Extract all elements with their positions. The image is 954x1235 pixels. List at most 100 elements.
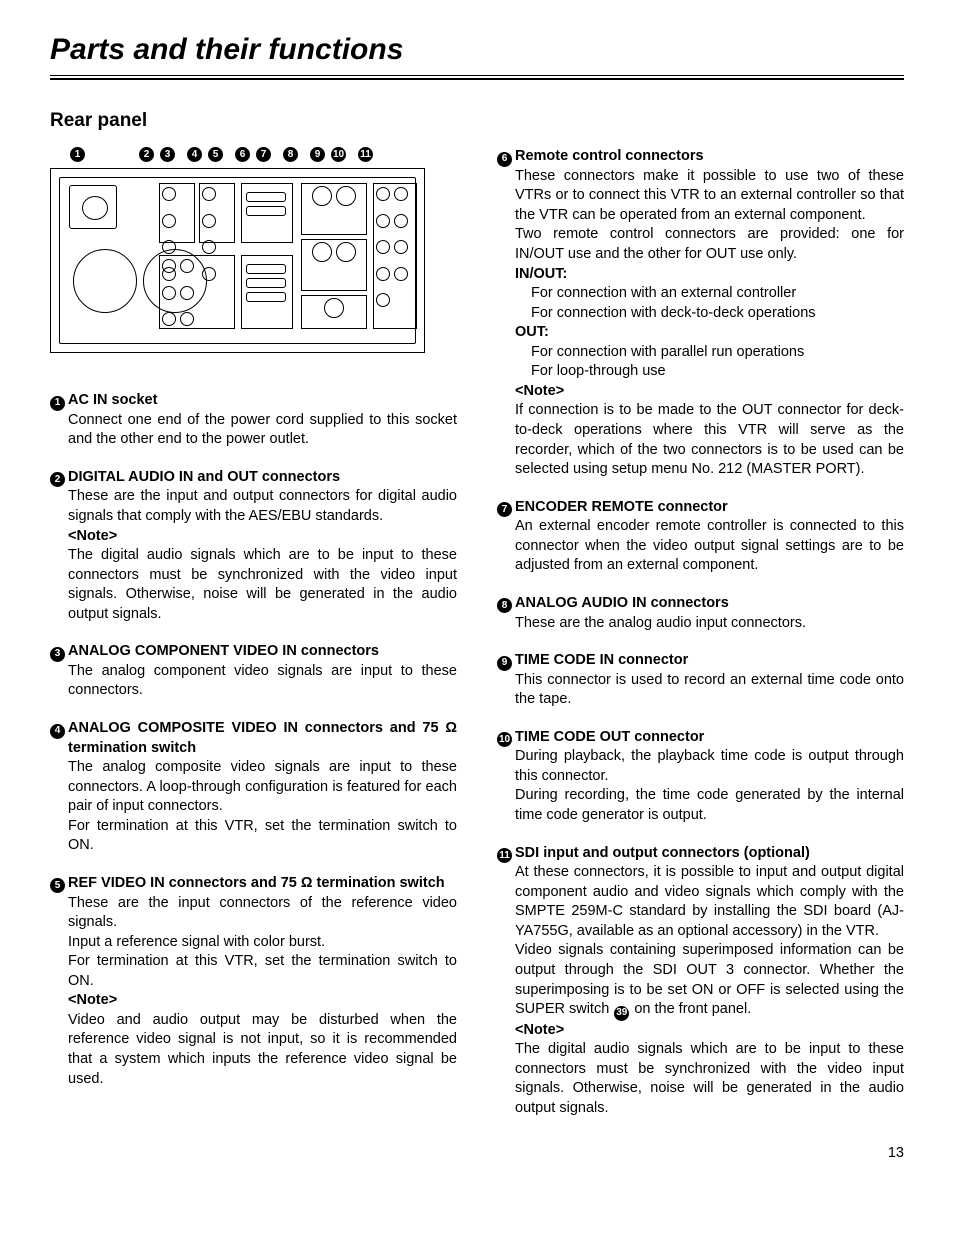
callout-3: 3 (160, 147, 175, 162)
item-paragraph: An external encoder remote controller is… (515, 517, 904, 576)
item-heading: Remote control connectors (515, 147, 904, 167)
callout-7: 7 (256, 147, 271, 162)
item-body: ANALOG COMPOSITE VIDEO IN connectors and… (68, 719, 457, 856)
item-paragraph: Input a reference signal with color burs… (68, 933, 457, 953)
item-note-text: The digital audio signals which are to b… (515, 1040, 904, 1118)
item-body: ANALOG COMPONENT VIDEO IN connectorsThe … (68, 642, 457, 701)
item-marker: 6 (497, 147, 515, 480)
item-paragraph: The analog component video signals are i… (68, 662, 457, 701)
item-marker: 10 (497, 728, 515, 826)
title-rule (50, 75, 904, 80)
item-subline: For connection with an external controll… (515, 284, 904, 304)
item-note-label: <Note> (68, 527, 457, 547)
item-heading: REF VIDEO IN connectors and 75 Ω termina… (68, 874, 457, 894)
rear-panel-diagram (50, 168, 425, 353)
item-heading: ENCODER REMOTE connector (515, 498, 904, 518)
item-6: 6Remote control connectorsThese connecto… (497, 147, 904, 480)
item-number-circle: 1 (50, 396, 65, 411)
right-column: 6Remote control connectorsThese connecto… (497, 147, 904, 1136)
item-heading: AC IN socket (68, 391, 457, 411)
callout-5: 5 (208, 147, 223, 162)
item-marker: 9 (497, 651, 515, 710)
item-paragraph: The analog composite video signals are i… (68, 758, 457, 817)
inline-ref-circle: 39 (614, 1006, 629, 1021)
item-marker: 8 (497, 594, 515, 633)
callout-4: 4 (187, 147, 202, 162)
item-paragraph: These are the input and output connector… (68, 487, 457, 526)
item-paragraph: These are the input connectors of the re… (68, 894, 457, 933)
item-paragraph: During playback, the playback time code … (515, 747, 904, 786)
page-title: Parts and their functions (50, 30, 904, 71)
item-10: 10TIME CODE OUT connectorDuring playback… (497, 728, 904, 826)
item-subline: For connection with deck-to-deck operati… (515, 304, 904, 324)
item-number-circle: 7 (497, 502, 512, 517)
item-marker: 1 (50, 391, 68, 450)
item-subline: For loop-through use (515, 362, 904, 382)
item-body: AC IN socketConnect one end of the power… (68, 391, 457, 450)
item-number-circle: 8 (497, 598, 512, 613)
item-paragraph-inline: Video signals containing superimposed in… (515, 941, 904, 1020)
callout-2: 2 (139, 147, 154, 162)
section-subtitle: Rear panel (50, 108, 904, 134)
item-7: 7ENCODER REMOTE connectorAn external enc… (497, 498, 904, 576)
item-heading: ANALOG COMPONENT VIDEO IN connectors (68, 642, 457, 662)
item-body: ANALOG AUDIO IN connectorsThese are the … (515, 594, 904, 633)
callout-6: 6 (235, 147, 250, 162)
item-note-label: <Note> (68, 991, 457, 1011)
item-paragraph: For termination at this VTR, set the ter… (68, 952, 457, 991)
item-paragraph: Two remote control connectors are provid… (515, 225, 904, 264)
item-paragraph: For termination at this VTR, set the ter… (68, 817, 457, 856)
item-body: ENCODER REMOTE connectorAn external enco… (515, 498, 904, 576)
callout-1: 1 (70, 147, 85, 162)
item-number-circle: 9 (497, 656, 512, 671)
item-paragraph: These connectors make it possible to use… (515, 167, 904, 226)
item-5: 5REF VIDEO IN connectors and 75 Ω termin… (50, 874, 457, 1089)
callout-10: 10 (331, 147, 346, 162)
item-paragraph: This connector is used to record an exte… (515, 671, 904, 710)
item-paragraph: Connect one end of the power cord suppli… (68, 411, 457, 450)
item-number-circle: 3 (50, 647, 65, 662)
item-marker: 2 (50, 468, 68, 625)
page-number: 13 (50, 1144, 904, 1164)
item-heading: ANALOG COMPOSITE VIDEO IN connectors and… (68, 719, 457, 758)
item-heading: ANALOG AUDIO IN connectors (515, 594, 904, 614)
item-paragraph: These are the analog audio input connect… (515, 614, 904, 634)
diagram-callout-row: 1 2 3 4 5 6 7 8 9 10 11 (50, 147, 457, 162)
item-number-circle: 6 (497, 152, 512, 167)
item-4: 4ANALOG COMPOSITE VIDEO IN connectors an… (50, 719, 457, 856)
item-9: 9TIME CODE IN connectorThis connector is… (497, 651, 904, 710)
item-number-circle: 11 (497, 848, 512, 863)
item-note-label: <Note> (515, 382, 904, 402)
item-marker: 3 (50, 642, 68, 701)
item-8: 8ANALOG AUDIO IN connectorsThese are the… (497, 594, 904, 633)
callout-9: 9 (310, 147, 325, 162)
item-paragraph: At these connectors, it is possible to i… (515, 863, 904, 941)
item-note-text: Video and audio output may be disturbed … (68, 1011, 457, 1089)
item-marker: 7 (497, 498, 515, 576)
item-paragraph: During recording, the time code generate… (515, 786, 904, 825)
callout-8: 8 (283, 147, 298, 162)
item-body: Remote control connectorsThese connector… (515, 147, 904, 480)
left-column: 1 2 3 4 5 6 7 8 9 10 11 (50, 147, 457, 1136)
item-11: 11SDI input and output connectors (optio… (497, 844, 904, 1119)
item-note-text: The digital audio signals which are to b… (68, 546, 457, 624)
item-1: 1AC IN socketConnect one end of the powe… (50, 391, 457, 450)
item-subline: For connection with parallel run operati… (515, 343, 904, 363)
item-heading: TIME CODE OUT connector (515, 728, 904, 748)
item-3: 3ANALOG COMPONENT VIDEO IN connectorsThe… (50, 642, 457, 701)
item-number-circle: 4 (50, 724, 65, 739)
item-heading: TIME CODE IN connector (515, 651, 904, 671)
item-number-circle: 2 (50, 472, 65, 487)
item-marker: 5 (50, 874, 68, 1089)
item-body: TIME CODE IN connectorThis connector is … (515, 651, 904, 710)
item-body: DIGITAL AUDIO IN and OUT connectorsThese… (68, 468, 457, 625)
item-marker: 11 (497, 844, 515, 1119)
item-note-text: If connection is to be made to the OUT c… (515, 401, 904, 479)
content-columns: 1 2 3 4 5 6 7 8 9 10 11 (50, 147, 904, 1136)
item-sublabel: OUT: (515, 323, 904, 343)
item-heading: SDI input and output connectors (optiona… (515, 844, 904, 864)
inline-text-after: on the front panel. (630, 1001, 751, 1017)
item-note-label: <Note> (515, 1021, 904, 1041)
item-number-circle: 5 (50, 878, 65, 893)
item-body: REF VIDEO IN connectors and 75 Ω termina… (68, 874, 457, 1089)
